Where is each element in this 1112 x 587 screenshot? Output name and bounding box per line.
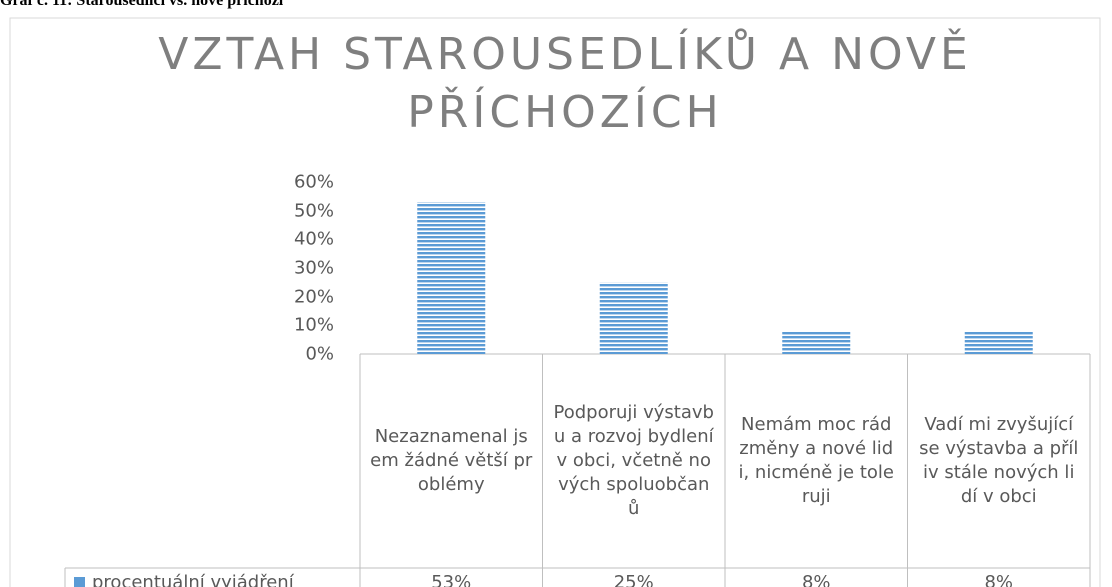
y-tick-label: 30%	[293, 257, 334, 279]
category-label: Nezaznamenal jsem žádné větší problémy	[370, 426, 533, 495]
bar	[964, 331, 1033, 354]
y-tick-label: 0%	[305, 343, 334, 365]
value-label: 8%	[984, 572, 1014, 587]
bar	[417, 202, 486, 354]
legend-label: procentuální vyjádření	[92, 572, 294, 587]
bar	[599, 282, 668, 354]
chart-title: VZTAH STAROUSEDLÍKŮ A NOVĚ PŘÍCHOZÍCH	[158, 29, 972, 138]
value-label: 8%	[801, 572, 831, 587]
value-label: 25%	[613, 572, 654, 587]
category-label: Podporuji výstavbu a rozvoj bydlení v ob…	[553, 402, 714, 519]
y-tick-label: 60%	[293, 171, 334, 193]
y-tick-label: 40%	[293, 228, 334, 250]
category-label: Vadí mi zvyšující se výstavba a příliv s…	[919, 414, 1079, 507]
y-tick-label: 10%	[293, 314, 334, 336]
legend-key	[74, 577, 85, 587]
category-label: Nemám moc rád změny a nové lidi, nicméně…	[738, 414, 894, 507]
value-label: 53%	[431, 572, 472, 587]
bar	[782, 331, 851, 354]
chart-frame	[9, 17, 1101, 587]
y-tick-label: 20%	[293, 286, 334, 308]
caption: Graf č. 11: Starousedlíci vs. nově přích…	[0, 0, 284, 9]
y-tick-label: 50%	[293, 200, 334, 222]
